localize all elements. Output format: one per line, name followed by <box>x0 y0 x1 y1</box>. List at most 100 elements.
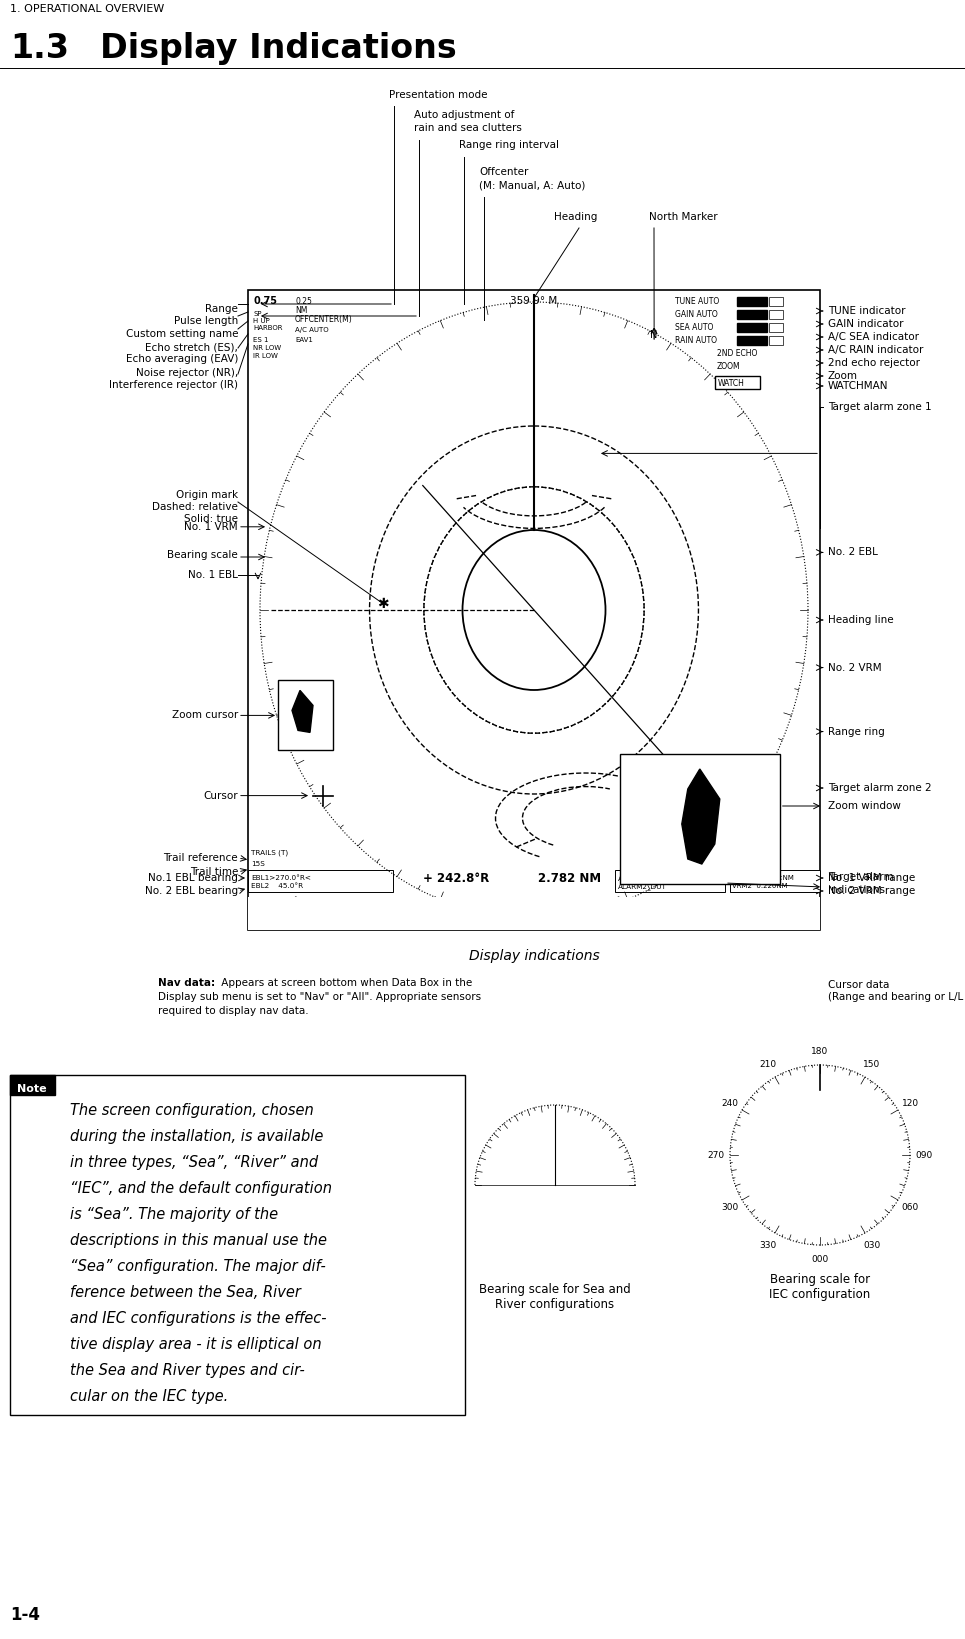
Text: 270: 270 <box>707 1151 725 1159</box>
Text: in three types, “Sea”, “River” and: in three types, “Sea”, “River” and <box>70 1155 318 1170</box>
Text: Target alarm: Target alarm <box>828 872 894 882</box>
Bar <box>769 297 783 306</box>
Text: North Marker: North Marker <box>649 211 718 221</box>
Text: Range: Range <box>206 303 238 315</box>
Text: Target alarm zone 1: Target alarm zone 1 <box>828 402 931 411</box>
Text: Zoom cursor: Zoom cursor <box>172 710 238 721</box>
Text: Cursor: Cursor <box>204 790 238 800</box>
Text: rain and sea clutters: rain and sea clutters <box>414 123 522 133</box>
Text: Presentation mode: Presentation mode <box>389 90 487 100</box>
Text: TEMP   12.3°C: TEMP 12.3°C <box>578 897 625 903</box>
Bar <box>10 1075 55 1095</box>
Text: Nav data:: Nav data: <box>158 978 215 988</box>
Text: “IEC”, and the default configuration: “IEC”, and the default configuration <box>70 1182 332 1196</box>
Text: 2.782 NM: 2.782 NM <box>538 872 601 885</box>
Text: No. 2 VRM range: No. 2 VRM range <box>828 887 915 897</box>
Text: TRAILS (T): TRAILS (T) <box>251 851 289 857</box>
Text: Origin mark: Origin mark <box>176 490 238 500</box>
Text: LON: 135°34.567 E: LON: 135°34.567 E <box>266 906 329 911</box>
Text: indications: indications <box>828 885 885 895</box>
Text: cular on the IEC type.: cular on the IEC type. <box>70 1388 229 1405</box>
Text: OFFCENTER(M): OFFCENTER(M) <box>295 315 353 325</box>
Bar <box>278 680 333 751</box>
Text: 090: 090 <box>916 1151 932 1159</box>
Text: Custom setting name: Custom setting name <box>125 329 238 339</box>
Text: HARBOR: HARBOR <box>253 325 283 331</box>
Text: Auto adjustment of: Auto adjustment of <box>414 110 514 120</box>
Text: ference between the Sea, River: ference between the Sea, River <box>70 1285 301 1300</box>
Text: VRM2  0.220NM: VRM2 0.220NM <box>732 883 787 888</box>
Text: 330: 330 <box>759 1241 777 1249</box>
Text: and IEC configurations is the effec-: and IEC configurations is the effec- <box>70 1311 326 1326</box>
Bar <box>715 375 760 388</box>
Text: Zoom window: Zoom window <box>828 801 901 811</box>
Text: POINT  202.4°: POINT 202.4° <box>678 906 725 911</box>
Text: 0.75: 0.75 <box>253 297 277 306</box>
Text: Trail reference: Trail reference <box>163 852 238 864</box>
Text: descriptions in this manual use the: descriptions in this manual use the <box>70 1233 327 1247</box>
Text: NR LOW: NR LOW <box>253 344 281 351</box>
Text: Trail time: Trail time <box>190 867 238 877</box>
Text: 210: 210 <box>759 1060 777 1069</box>
Text: EBL1>270.0°R<: EBL1>270.0°R< <box>251 875 311 882</box>
Text: 2ND ECHO: 2ND ECHO <box>717 349 758 357</box>
Text: 180: 180 <box>812 1046 829 1056</box>
Text: Display indications: Display indications <box>469 949 599 964</box>
Text: Bearing scale for Sea and
River configurations: Bearing scale for Sea and River configur… <box>480 1283 631 1311</box>
Bar <box>769 336 783 344</box>
Text: LON: 135°34.567 E: LON: 135°34.567 E <box>373 906 466 911</box>
Text: “Sea” configuration. The major dif-: “Sea” configuration. The major dif- <box>70 1259 326 1274</box>
Text: Appears at screen bottom when Data Box in the: Appears at screen bottom when Data Box i… <box>218 978 472 988</box>
Bar <box>737 297 767 306</box>
Text: tive display area - it is elliptical on: tive display area - it is elliptical on <box>70 1337 321 1352</box>
Text: Bearing scale for
IEC configuration: Bearing scale for IEC configuration <box>769 1274 870 1301</box>
Text: GAIN AUTO: GAIN AUTO <box>675 310 718 320</box>
Text: (M: Manual, A: Auto): (M: Manual, A: Auto) <box>479 180 586 190</box>
Text: RAIN AUTO: RAIN AUTO <box>675 336 717 344</box>
Text: Display sub menu is set to "Nav" or "All". Appropriate sensors: Display sub menu is set to "Nav" or "All… <box>158 992 482 1001</box>
Text: A/C SEA indicator: A/C SEA indicator <box>828 333 919 343</box>
Text: OWN: OWN <box>250 897 266 903</box>
Bar <box>769 323 783 333</box>
Text: Range ring interval: Range ring interval <box>459 139 559 151</box>
Text: No. 2 VRM: No. 2 VRM <box>828 662 882 672</box>
Text: 060: 060 <box>901 1203 919 1211</box>
Text: H UP: H UP <box>253 318 270 325</box>
Text: Range ring: Range ring <box>828 726 885 736</box>
Text: Heading: Heading <box>554 211 597 221</box>
Text: NM: NM <box>295 306 308 315</box>
Text: TUNE indicator: TUNE indicator <box>828 306 905 316</box>
Text: CURSOR  LAT:   34°56.123 N: CURSOR LAT: 34°56.123 N <box>373 897 467 903</box>
Text: 1. OPERATIONAL OVERVIEW: 1. OPERATIONAL OVERVIEW <box>10 3 164 15</box>
Text: No. 2 EBL bearing: No. 2 EBL bearing <box>145 887 238 897</box>
Text: Target alarm zone 2: Target alarm zone 2 <box>828 783 931 793</box>
Text: SEA AUTO: SEA AUTO <box>675 323 713 333</box>
Text: SHIP: SHIP <box>250 906 264 911</box>
Text: ALARM1_IN: ALARM1_IN <box>618 875 659 882</box>
Text: Display Indications: Display Indications <box>100 33 456 66</box>
Text: 1.3: 1.3 <box>10 33 69 66</box>
Polygon shape <box>682 769 720 864</box>
Bar <box>248 897 820 929</box>
Text: EAV1: EAV1 <box>295 338 313 343</box>
Text: WAY    14.90 NM: WAY 14.90 NM <box>678 897 732 903</box>
Text: the Sea and River types and cir-: the Sea and River types and cir- <box>70 1364 305 1378</box>
Text: No. 1 VRM: No. 1 VRM <box>184 521 238 531</box>
Text: No. 2 EBL: No. 2 EBL <box>828 547 878 557</box>
Text: 0.25: 0.25 <box>295 297 312 306</box>
Text: 120: 120 <box>901 1098 919 1108</box>
Text: Bearing scale: Bearing scale <box>167 551 238 561</box>
Text: IR LOW: IR LOW <box>253 352 278 359</box>
Text: TTG: 01:00: TTG: 01:00 <box>373 915 465 921</box>
Text: Echo averaging (EAV): Echo averaging (EAV) <box>125 354 238 364</box>
Text: 150: 150 <box>864 1060 881 1069</box>
Text: 2nd echo rejector: 2nd echo rejector <box>828 357 920 369</box>
Bar <box>737 323 767 333</box>
Text: Interference rejector (IR): Interference rejector (IR) <box>109 380 238 390</box>
Text: Echo stretch (ES),: Echo stretch (ES), <box>145 343 238 352</box>
Text: SPEED  12.3 kt: SPEED 12.3 kt <box>266 915 328 921</box>
Polygon shape <box>292 690 313 733</box>
Text: Zoom: Zoom <box>828 370 858 380</box>
Text: Note: Note <box>17 1083 47 1093</box>
Bar <box>620 754 780 883</box>
